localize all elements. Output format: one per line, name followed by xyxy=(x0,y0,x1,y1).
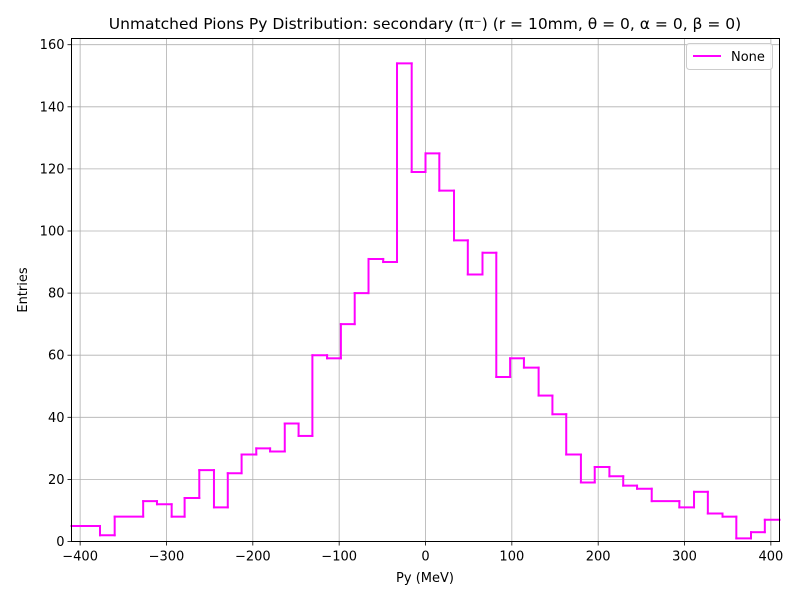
y-tick-label: 100 xyxy=(40,225,65,240)
legend: None xyxy=(686,43,773,70)
y-axis: 0 20 40 60 80 100 120 140 160 xyxy=(40,38,72,550)
x-tick-label: 400 xyxy=(758,550,783,565)
grid xyxy=(71,38,780,542)
y-tick-label: 120 xyxy=(40,162,65,177)
y-tick-label: 80 xyxy=(48,287,65,302)
x-tick-label: 0 xyxy=(421,550,429,565)
y-tick-label: 0 xyxy=(56,535,64,550)
x-axis-label: Py (MeV) xyxy=(396,571,454,586)
x-tick-label: −400 xyxy=(62,550,98,565)
legend-label: None xyxy=(731,50,765,65)
x-tick-label: −300 xyxy=(149,550,185,565)
series-layer xyxy=(70,62,781,540)
x-tick-label: 200 xyxy=(586,550,611,565)
chart-title: Unmatched Pions Py Distribution: seconda… xyxy=(109,15,741,33)
y-tick-label: 60 xyxy=(48,349,65,364)
x-tick-label: 300 xyxy=(672,550,697,565)
y-tick-label: 40 xyxy=(48,411,65,426)
series-none-histogram xyxy=(70,62,781,540)
y-tick-label: 20 xyxy=(48,473,65,488)
y-axis-label: Entries xyxy=(16,267,31,313)
y-tick-label: 160 xyxy=(40,38,65,53)
x-tick-label: −100 xyxy=(321,550,357,565)
y-tick-label: 140 xyxy=(40,100,65,115)
x-tick-label: −200 xyxy=(235,550,271,565)
x-tick-label: 100 xyxy=(499,550,524,565)
legend-box xyxy=(686,43,773,70)
x-axis: −400 −300 −200 −100 0 100 200 300 400 xyxy=(62,541,783,565)
